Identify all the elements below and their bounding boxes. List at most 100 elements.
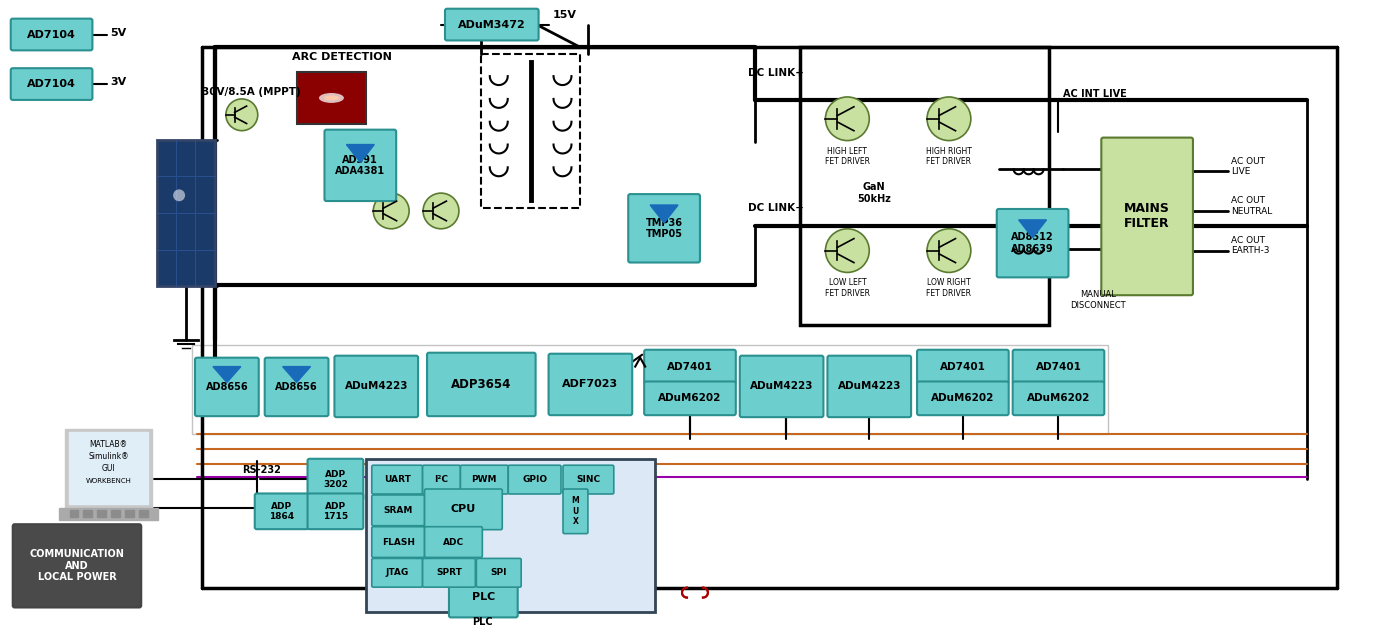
FancyBboxPatch shape xyxy=(644,381,736,415)
Text: ADuM6202: ADuM6202 xyxy=(931,394,994,403)
FancyBboxPatch shape xyxy=(629,194,700,262)
Text: GaN
50kHz: GaN 50kHz xyxy=(857,182,891,204)
FancyBboxPatch shape xyxy=(335,356,419,417)
Text: UART: UART xyxy=(383,475,411,484)
Bar xyxy=(157,140,216,286)
FancyBboxPatch shape xyxy=(12,524,141,607)
Bar xyxy=(481,54,581,208)
FancyBboxPatch shape xyxy=(372,495,424,525)
FancyBboxPatch shape xyxy=(828,356,912,417)
Text: AD7104: AD7104 xyxy=(27,29,76,40)
FancyBboxPatch shape xyxy=(195,358,258,416)
Text: ADP
1715: ADP 1715 xyxy=(323,502,347,521)
Text: TMP36
TMP05: TMP36 TMP05 xyxy=(645,218,682,239)
Circle shape xyxy=(825,228,869,273)
Text: AC OUT
LIVE: AC OUT LIVE xyxy=(1230,157,1265,176)
Text: HIGH LEFT
FET DRIVER: HIGH LEFT FET DRIVER xyxy=(825,147,870,166)
Polygon shape xyxy=(65,429,152,508)
Circle shape xyxy=(825,97,869,141)
Ellipse shape xyxy=(324,95,339,100)
FancyBboxPatch shape xyxy=(563,489,588,534)
Bar xyxy=(192,345,1108,434)
Polygon shape xyxy=(84,510,92,513)
Text: GUI: GUI xyxy=(102,464,115,473)
Text: LOW RIGHT
FET DRIVER: LOW RIGHT FET DRIVER xyxy=(927,278,972,298)
FancyBboxPatch shape xyxy=(917,349,1009,383)
FancyBboxPatch shape xyxy=(308,459,364,500)
FancyBboxPatch shape xyxy=(997,209,1068,277)
Text: MATLAB®: MATLAB® xyxy=(89,440,128,449)
Polygon shape xyxy=(69,432,148,504)
FancyBboxPatch shape xyxy=(917,381,1009,415)
Polygon shape xyxy=(97,510,106,513)
FancyBboxPatch shape xyxy=(372,527,424,557)
FancyBboxPatch shape xyxy=(644,349,736,383)
Circle shape xyxy=(373,193,409,228)
FancyBboxPatch shape xyxy=(372,559,423,587)
Text: MANUAL
DISCONNECT: MANUAL DISCONNECT xyxy=(1071,291,1126,310)
Text: 5V: 5V xyxy=(110,28,126,38)
Circle shape xyxy=(927,228,971,273)
FancyBboxPatch shape xyxy=(508,465,562,494)
Text: ADP3654: ADP3654 xyxy=(452,378,512,391)
Text: AD7401: AD7401 xyxy=(1035,362,1082,372)
Text: 30V/8.5A (MPPT): 30V/8.5A (MPPT) xyxy=(202,87,301,97)
Bar xyxy=(367,459,655,612)
Text: ADP
3202: ADP 3202 xyxy=(323,470,347,490)
FancyBboxPatch shape xyxy=(476,559,522,587)
FancyBboxPatch shape xyxy=(265,358,328,416)
Polygon shape xyxy=(111,515,121,517)
Polygon shape xyxy=(97,515,106,517)
Text: AC OUT
NEUTRAL: AC OUT NEUTRAL xyxy=(1230,196,1271,216)
Text: MAINS
FILTER: MAINS FILTER xyxy=(1124,202,1170,230)
Text: AD7401: AD7401 xyxy=(667,362,713,372)
FancyBboxPatch shape xyxy=(372,465,423,494)
Text: PLC: PLC xyxy=(472,591,494,602)
Text: PWM: PWM xyxy=(471,475,497,484)
FancyBboxPatch shape xyxy=(427,353,535,416)
FancyBboxPatch shape xyxy=(423,559,475,587)
Polygon shape xyxy=(213,367,240,383)
Polygon shape xyxy=(125,515,135,517)
Text: FLASH: FLASH xyxy=(382,538,415,547)
Text: SPI: SPI xyxy=(490,568,507,577)
Text: Simulink®: Simulink® xyxy=(88,452,129,461)
FancyBboxPatch shape xyxy=(324,130,397,201)
Text: SRAM: SRAM xyxy=(383,506,413,515)
Text: AD8656: AD8656 xyxy=(206,382,249,392)
Text: ADF7023: ADF7023 xyxy=(563,380,618,389)
Text: HIGH RIGHT
FET DRIVER: HIGH RIGHT FET DRIVER xyxy=(925,147,972,166)
Text: ADuM4223: ADuM4223 xyxy=(345,381,408,392)
Polygon shape xyxy=(139,515,148,517)
FancyBboxPatch shape xyxy=(740,356,824,417)
Circle shape xyxy=(227,99,258,131)
Bar xyxy=(799,47,1049,325)
FancyBboxPatch shape xyxy=(549,354,632,415)
FancyBboxPatch shape xyxy=(423,465,460,494)
Bar xyxy=(297,72,367,124)
Text: AD7401: AD7401 xyxy=(941,362,986,372)
Polygon shape xyxy=(651,205,678,223)
Text: AC OUT
EARTH-3: AC OUT EARTH-3 xyxy=(1230,236,1269,255)
Text: AD7104: AD7104 xyxy=(27,79,76,89)
Text: SINC: SINC xyxy=(577,475,600,484)
Text: ADuM3472: ADuM3472 xyxy=(459,20,526,29)
Text: ADuM6202: ADuM6202 xyxy=(658,394,722,403)
FancyBboxPatch shape xyxy=(563,465,614,494)
Ellipse shape xyxy=(173,189,185,201)
FancyBboxPatch shape xyxy=(1101,138,1193,295)
Circle shape xyxy=(423,193,459,228)
Text: LOW LEFT
FET DRIVER: LOW LEFT FET DRIVER xyxy=(825,278,870,298)
FancyBboxPatch shape xyxy=(255,493,309,529)
Text: ADuM4223: ADuM4223 xyxy=(750,381,813,392)
FancyBboxPatch shape xyxy=(449,576,518,618)
Polygon shape xyxy=(84,515,92,517)
FancyBboxPatch shape xyxy=(424,527,482,557)
Polygon shape xyxy=(346,145,375,163)
Polygon shape xyxy=(70,510,78,513)
Text: 3V: 3V xyxy=(110,77,126,87)
Text: COMMUNICATION
AND
LOCAL POWER: COMMUNICATION AND LOCAL POWER xyxy=(30,549,125,582)
Text: WORKBENCH: WORKBENCH xyxy=(85,477,132,484)
Polygon shape xyxy=(283,367,310,383)
Polygon shape xyxy=(139,510,148,513)
